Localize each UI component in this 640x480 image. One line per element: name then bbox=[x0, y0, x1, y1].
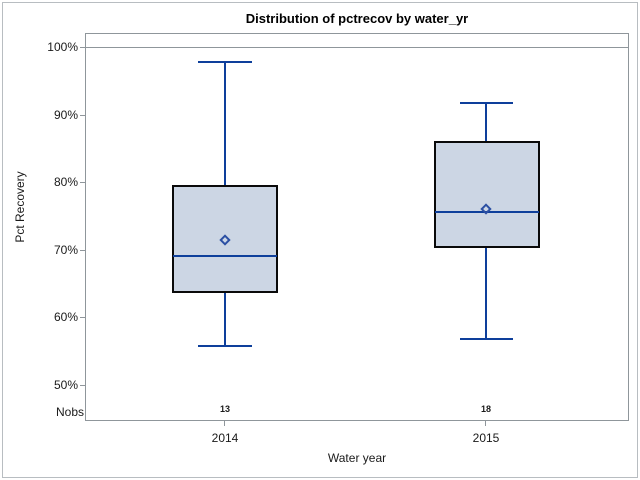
boxplot-2015-median-line bbox=[435, 211, 539, 213]
boxplot-2014-iqr-box bbox=[172, 185, 278, 293]
y-tick-label-60: 60% bbox=[53, 310, 78, 324]
boxplot-2015-iqr-box bbox=[434, 141, 540, 248]
y-tick-label-90: 90% bbox=[53, 108, 78, 122]
x-tick-label-2015: 2015 bbox=[472, 431, 500, 445]
nobs-value-2014: 13 bbox=[219, 404, 230, 414]
y-axis-title: Pct Recovery bbox=[13, 171, 27, 243]
y-tick-mark bbox=[80, 317, 85, 318]
boxplot-2014-upper-whisker bbox=[224, 61, 226, 185]
boxplot-2015-lower-whisker bbox=[485, 248, 487, 339]
y-tick-label-70: 70% bbox=[53, 243, 78, 257]
y-tick-mark bbox=[80, 47, 85, 48]
boxplot-2014-median-line bbox=[173, 255, 277, 257]
y-tick-label-80: 80% bbox=[53, 175, 78, 189]
nobs-row-label: Nobs bbox=[55, 405, 84, 419]
y-tick-label-100: 100% bbox=[47, 40, 78, 54]
reference-line-100pct bbox=[86, 47, 628, 48]
x-axis-title: Water year bbox=[327, 451, 387, 465]
boxplot-2015-upper-whisker bbox=[485, 102, 487, 141]
y-tick-mark bbox=[80, 182, 85, 183]
y-tick-label-50: 50% bbox=[53, 378, 78, 392]
x-tick-mark-2014 bbox=[224, 421, 225, 426]
boxplot-2015-lower-cap bbox=[460, 338, 513, 340]
y-tick-mark bbox=[80, 385, 85, 386]
plot-area: 13 18 bbox=[85, 33, 629, 421]
nobs-value-2015: 18 bbox=[480, 404, 491, 414]
boxplot-2014-lower-whisker bbox=[224, 293, 226, 345]
x-tick-mark-2015 bbox=[485, 421, 486, 426]
boxplot-2014-lower-cap bbox=[198, 345, 252, 347]
y-tick-mark bbox=[80, 115, 85, 116]
y-tick-mark bbox=[80, 250, 85, 251]
x-tick-label-2014: 2014 bbox=[211, 431, 239, 445]
chart-title: Distribution of pctrecov by water_yr bbox=[245, 11, 469, 26]
